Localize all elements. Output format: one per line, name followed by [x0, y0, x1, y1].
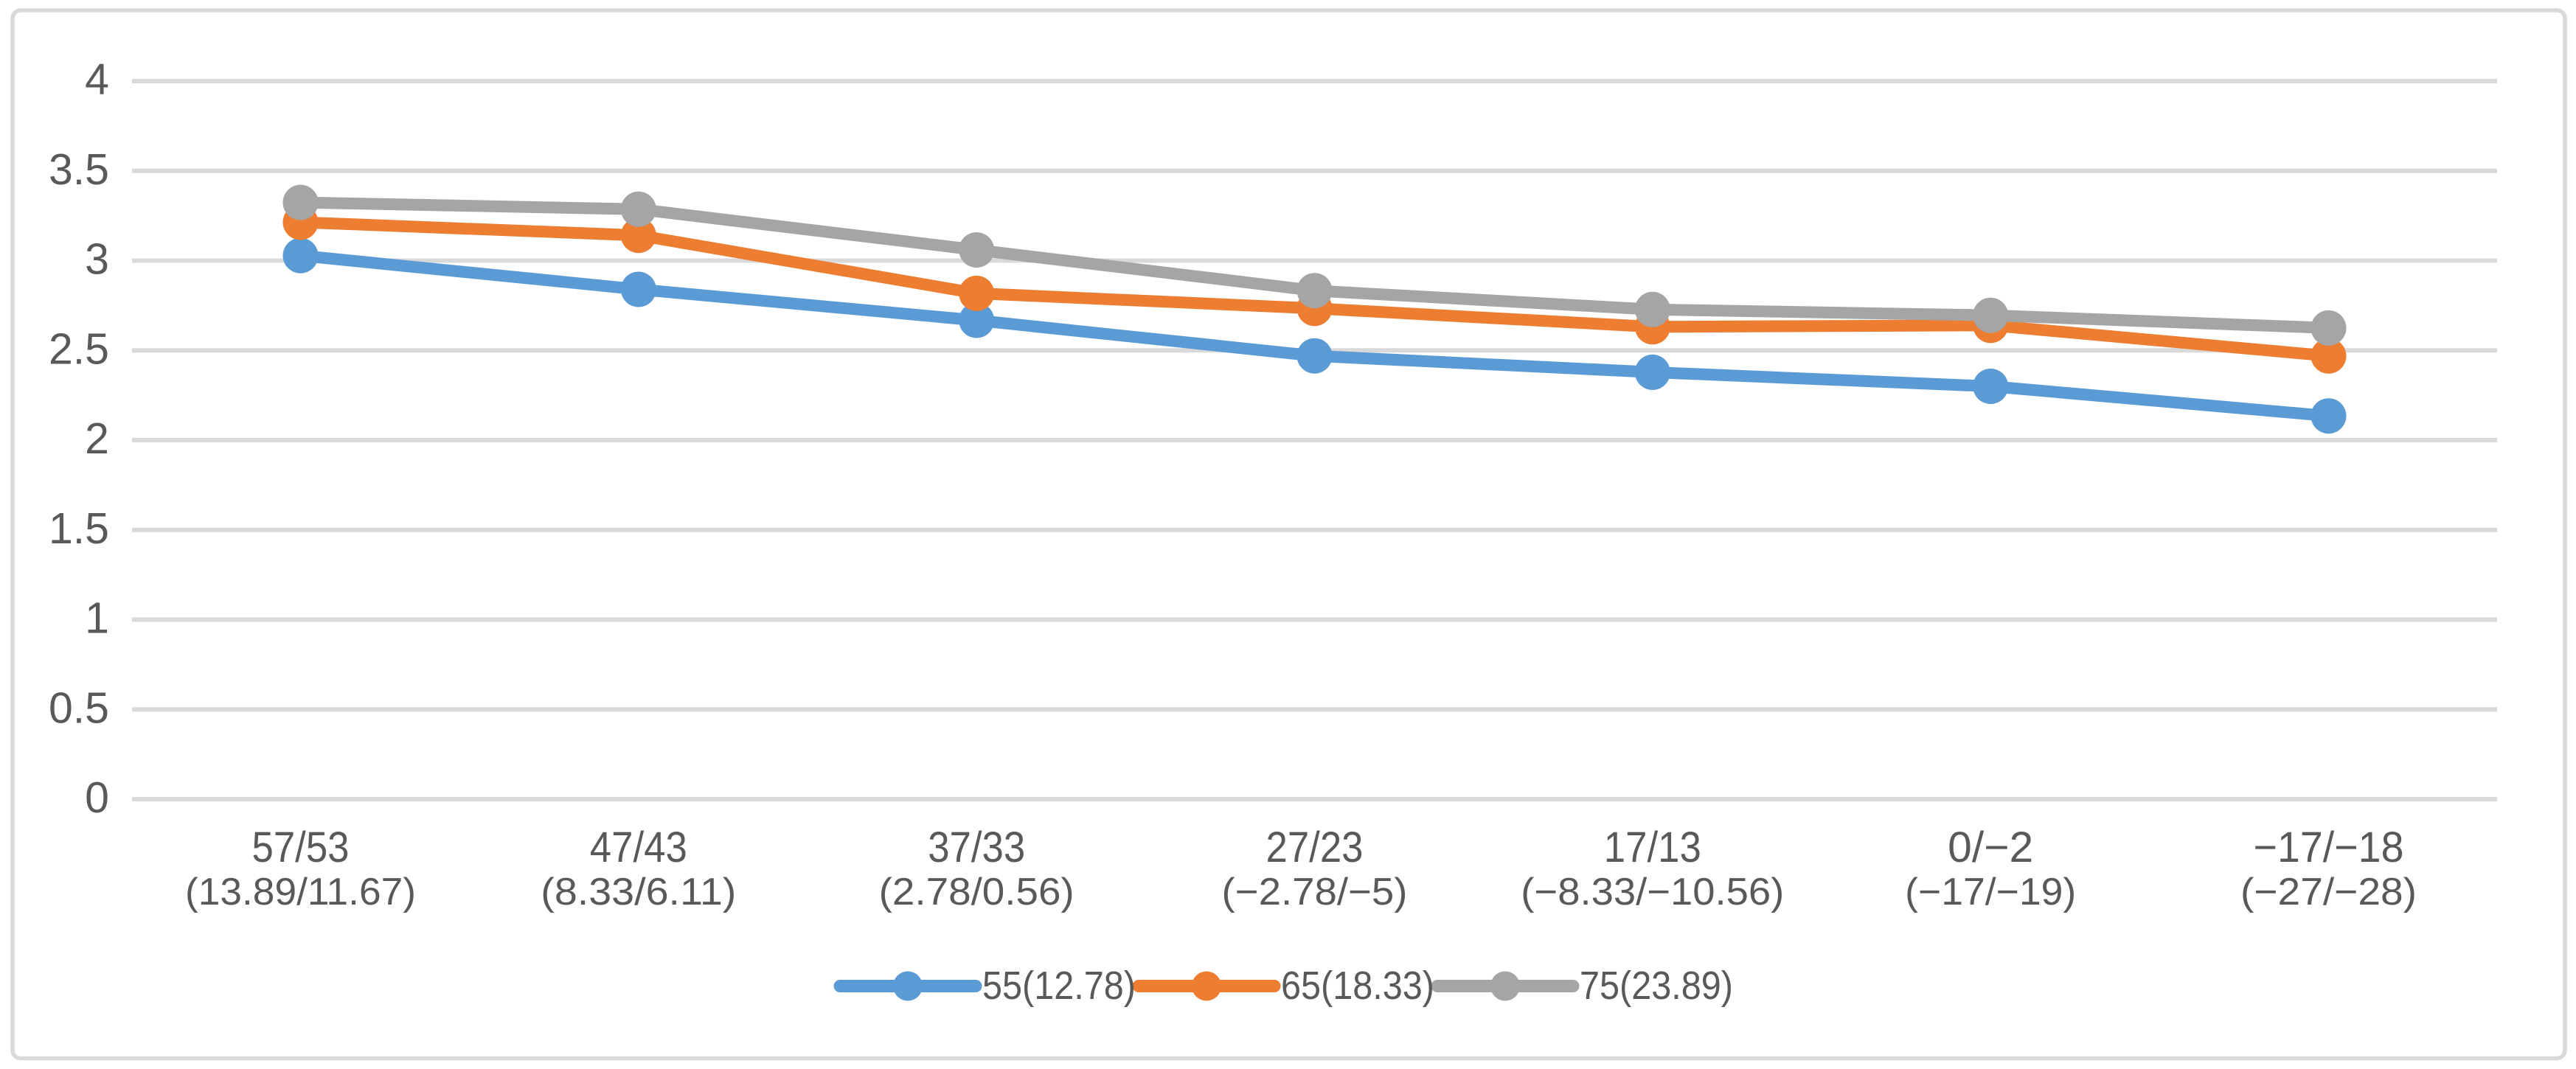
svg-text:37/33: 37/33	[928, 823, 1025, 871]
svg-text:55(12.78): 55(12.78)	[982, 964, 1136, 1008]
svg-text:(−17/−19): (−17/−19)	[1905, 871, 2076, 913]
svg-text:0: 0	[85, 773, 109, 822]
svg-text:(13.89/11.67): (13.89/11.67)	[185, 871, 416, 913]
svg-text:1.5: 1.5	[49, 504, 109, 553]
svg-text:3.5: 3.5	[49, 145, 109, 194]
svg-text:1: 1	[85, 594, 109, 643]
svg-text:2.5: 2.5	[49, 324, 109, 373]
svg-text:65(18.33): 65(18.33)	[1281, 964, 1434, 1008]
svg-text:27/23: 27/23	[1266, 823, 1364, 871]
svg-text:(−2.78/−5): (−2.78/−5)	[1222, 871, 1408, 913]
svg-text:2: 2	[85, 414, 109, 463]
svg-text:(−8.33/−10.56): (−8.33/−10.56)	[1521, 871, 1784, 913]
svg-text:57/53: 57/53	[252, 823, 350, 871]
svg-text:47/43: 47/43	[590, 823, 687, 871]
svg-text:(2.78/0.56): (2.78/0.56)	[879, 871, 1075, 913]
svg-text:17/13: 17/13	[1604, 823, 1701, 871]
svg-text:0/−2: 0/−2	[1948, 823, 2033, 871]
svg-text:(−27/−28): (−27/−28)	[2240, 871, 2417, 913]
svg-text:3: 3	[85, 235, 109, 284]
svg-text:4: 4	[85, 55, 109, 104]
svg-text:75(23.89): 75(23.89)	[1580, 964, 1733, 1008]
svg-text:(8.33/6.11): (8.33/6.11)	[541, 871, 736, 913]
svg-text:0.5: 0.5	[49, 683, 109, 732]
svg-text:−17/−18: −17/−18	[2254, 823, 2404, 871]
